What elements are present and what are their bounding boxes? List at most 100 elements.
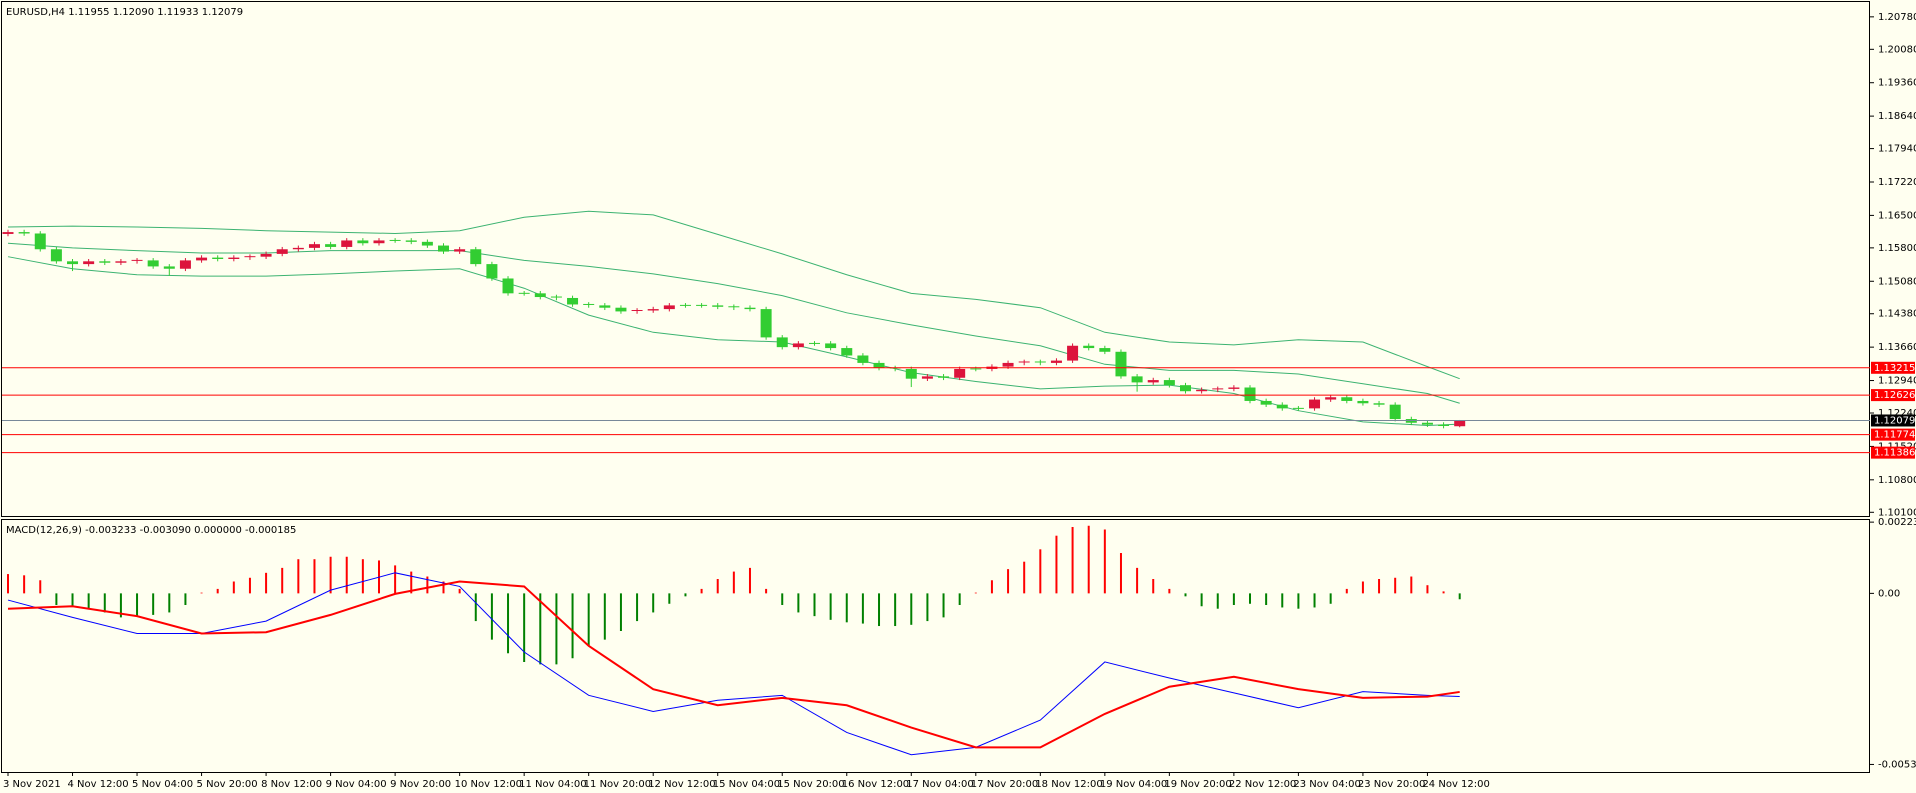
candle-body xyxy=(1163,380,1175,386)
candle-body xyxy=(647,309,659,311)
macd-panel-frame xyxy=(1,519,1870,773)
candle-body xyxy=(1309,399,1321,409)
candle-body xyxy=(438,245,450,252)
candle-body xyxy=(1260,400,1272,405)
candle-body xyxy=(357,240,369,244)
x-tick-label: 11 Nov 04:00 xyxy=(519,779,586,790)
candle-body xyxy=(196,257,208,261)
x-tick-label: 15 Nov 20:00 xyxy=(777,779,844,790)
candle-body xyxy=(1454,420,1466,427)
y-tick-label: 1.13660 xyxy=(1878,342,1916,353)
x-tick-label: 9 Nov 04:00 xyxy=(326,779,387,790)
y-tick-label: 1.20080 xyxy=(1878,44,1916,55)
candle-body xyxy=(341,240,353,247)
y-tick-label: 1.12940 xyxy=(1878,376,1916,387)
candle-body xyxy=(825,343,837,349)
candle-body xyxy=(1244,387,1256,401)
candle-body xyxy=(260,253,272,257)
candle-body xyxy=(841,348,853,356)
level-line-label: 1.13215 xyxy=(1874,363,1915,374)
y-tick-label: 1.10100 xyxy=(1878,507,1916,518)
candle-body xyxy=(1083,345,1095,349)
chart-title: EURUSD,H4 1.11955 1.12090 1.11933 1.1207… xyxy=(6,7,243,18)
candle-body xyxy=(954,368,966,378)
candle-body xyxy=(470,249,482,265)
y-tick-label: 1.15080 xyxy=(1878,276,1916,287)
candle-body xyxy=(502,278,514,294)
candle-body xyxy=(228,257,240,259)
x-tick-label: 19 Nov 20:00 xyxy=(1164,779,1231,790)
candle-body xyxy=(1196,389,1208,392)
y-tick-label: 1.18640 xyxy=(1878,111,1916,122)
candle-body xyxy=(83,261,95,265)
x-tick-label: 19 Nov 04:00 xyxy=(1100,779,1167,790)
indicator-line xyxy=(7,210,1460,380)
candle-body xyxy=(615,307,627,312)
indicator-line xyxy=(7,580,1460,749)
candle-body xyxy=(454,249,466,252)
candle-body xyxy=(50,249,62,262)
x-tick-label: 8 Nov 12:00 xyxy=(261,779,322,790)
x-tick-label: 10 Nov 12:00 xyxy=(455,779,522,790)
candle-body xyxy=(1325,397,1337,400)
candle-body xyxy=(147,260,159,267)
candle-body xyxy=(776,337,788,348)
candle-body xyxy=(1099,348,1111,352)
candle-body xyxy=(1228,387,1240,389)
candle-body xyxy=(276,249,288,254)
x-tick-label: 24 Nov 12:00 xyxy=(1422,779,1489,790)
x-tick-label: 18 Nov 12:00 xyxy=(1035,779,1102,790)
candle-body xyxy=(1341,397,1353,401)
y-tick-label: 1.16500 xyxy=(1878,210,1916,221)
x-tick-label: 15 Nov 04:00 xyxy=(713,779,780,790)
indicator-line xyxy=(7,572,1460,756)
x-tick-label: 5 Nov 04:00 xyxy=(132,779,193,790)
candle-body xyxy=(18,232,30,234)
candle-body xyxy=(212,257,224,259)
candle-body xyxy=(1421,422,1433,425)
candle-body xyxy=(663,305,675,310)
price-panel-frame xyxy=(1,1,1870,517)
x-tick-label: 9 Nov 20:00 xyxy=(390,779,451,790)
price-line-box xyxy=(1871,414,1915,427)
candle-body xyxy=(792,343,804,348)
candle-body xyxy=(1373,403,1385,405)
y-tick-label: 1.17940 xyxy=(1878,144,1916,155)
y-tick-label: 1.12240 xyxy=(1878,408,1916,419)
candle-body xyxy=(938,376,950,378)
x-tick-label: 4 Nov 12:00 xyxy=(68,779,129,790)
level-line-box xyxy=(1871,389,1915,402)
candle-body xyxy=(873,362,885,369)
candle-body xyxy=(179,260,191,269)
indicator-line xyxy=(7,242,1460,404)
candle-body xyxy=(325,244,337,247)
level-line-label: 1.12626 xyxy=(1874,390,1915,401)
y-tick-label: 0.002233 xyxy=(1878,517,1916,528)
x-tick-label: 5 Nov 20:00 xyxy=(197,779,258,790)
x-tick-label: 16 Nov 12:00 xyxy=(842,779,909,790)
candle-body xyxy=(760,309,772,338)
candle-body xyxy=(1179,385,1191,392)
candle-body xyxy=(1147,380,1159,383)
level-line-label: 1.11774 xyxy=(1874,430,1915,441)
candle-body xyxy=(99,261,111,263)
candle-body xyxy=(405,240,417,242)
candle-body xyxy=(486,264,498,279)
candle-body xyxy=(567,297,579,305)
x-tick-label: 3 Nov 2021 xyxy=(3,779,61,790)
level-line-label: 1.11386 xyxy=(1874,448,1915,459)
x-tick-label: 23 Nov 20:00 xyxy=(1358,779,1425,790)
candle-body xyxy=(1050,360,1062,363)
level-line-box xyxy=(1871,446,1915,459)
candle-body xyxy=(1276,404,1288,409)
candle-body xyxy=(34,233,46,250)
x-tick-label: 22 Nov 12:00 xyxy=(1229,779,1296,790)
candle-body xyxy=(1067,345,1079,361)
candle-body xyxy=(712,305,724,307)
candle-body xyxy=(921,376,933,379)
candle-body xyxy=(163,266,175,269)
y-tick-label: 1.17220 xyxy=(1878,177,1916,188)
candle-body xyxy=(1131,376,1143,383)
